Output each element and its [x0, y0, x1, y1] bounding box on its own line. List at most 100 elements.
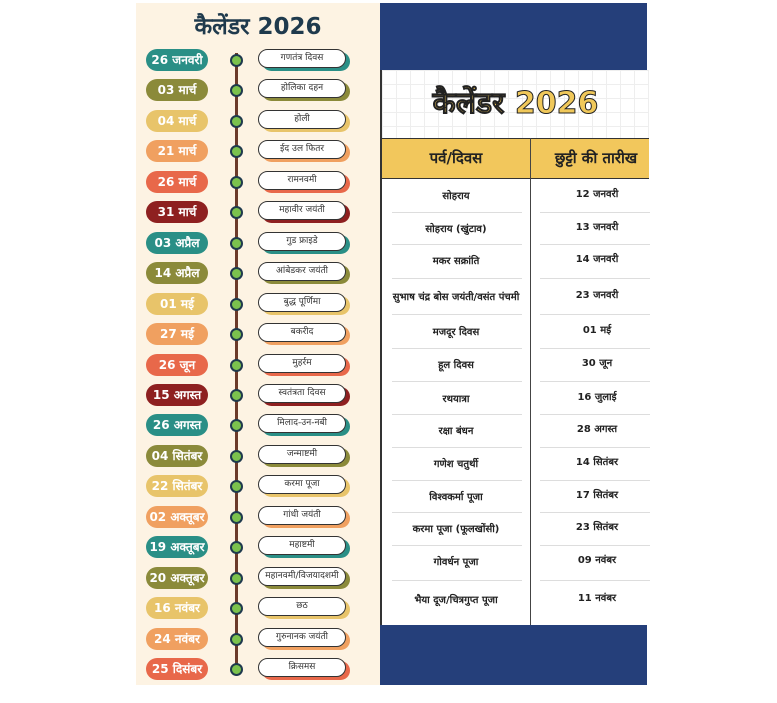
table-row: सोहराय (खुंटाव) 13 जनवरी [382, 214, 650, 245]
timeline-item: 16 नवंबर छठ [136, 597, 380, 621]
date-cell: 28 अगस्त [576, 424, 618, 435]
timeline-dot-icon [230, 632, 243, 646]
festival-name: हूल दिवस [438, 360, 474, 371]
holiday-table-panel: कैलेंडर 2026 पर्व/दिवस छुट्टी की तारीख स… [380, 3, 650, 685]
date-pill: 04 सितंबर [146, 444, 208, 467]
date-pill: 26 अगस्त [146, 414, 208, 437]
date-pill: 15 अगस्त [146, 383, 208, 406]
row-divider [540, 278, 650, 279]
timeline-item: 21 मार्च ईद उल फितर [136, 140, 380, 164]
calendar-title: कैलेंडर 2026 [194, 14, 322, 40]
event-label: जन्माष्टमी [258, 444, 346, 464]
row-divider [540, 446, 650, 448]
holiday-timeline-panel: कैलेंडर 2026 26 जनवरी गणतंत्र दिवस 03 मार… [136, 3, 380, 685]
event-label: बुद्ध पूर्णिमा [258, 292, 346, 312]
date-pill: 26 जून [146, 353, 208, 376]
date-pill: 01 मई [146, 292, 208, 315]
festival-name: मजदूर दिवस [432, 327, 480, 338]
date-pill: 25 दिसंबर [146, 658, 208, 680]
event-label: गणतंत्र दिवस [258, 49, 346, 68]
event-label: होली [258, 109, 346, 129]
timeline-dot-icon [230, 114, 243, 128]
timeline-dot-icon [230, 328, 243, 342]
event-label: महाष्टमी [258, 536, 346, 556]
festival-name: भैया दूज/चित्रगुप्त पूजा [414, 595, 498, 606]
event-label: मुहर्रम [258, 353, 346, 373]
row-divider [540, 211, 650, 213]
timeline-item: 03 अप्रैल गुड फ्राइडे [136, 231, 380, 256]
festival-name: गोवर्धन पूजा [433, 557, 479, 568]
date-cell: 13 जनवरी [575, 222, 619, 233]
date-cell: 14 सितंबर [575, 457, 619, 468]
date-pill: 04 मार्च [146, 109, 208, 132]
festival-name: गणेश चतुर्थी [433, 459, 479, 470]
date-cell: 14 जनवरी [575, 254, 619, 265]
timeline-item: 22 सितंबर करमा पूजा [136, 475, 380, 499]
row-divider [392, 347, 522, 349]
row-divider [392, 211, 522, 213]
row-divider [540, 347, 650, 349]
event-label: बकरीद [258, 323, 346, 343]
event-label: क्रिसमस [258, 658, 346, 677]
table-row: गणेश चतुर्थी 14 सितंबर [382, 449, 650, 481]
event-label: महानवमी/विजयादशमी [258, 566, 346, 586]
festival-cell: गणेश चतुर्थी [388, 449, 524, 477]
timeline-item: 26 जून मुहर्रम [136, 353, 380, 378]
table-row: रक्षा बंधन 28 अगस्त [382, 416, 650, 448]
festival-cell: हूल दिवस [388, 350, 524, 378]
festival-name: रक्षा बंधन [438, 426, 474, 437]
row-divider [540, 244, 650, 245]
event-label: करमा पूजा [258, 475, 346, 495]
event-label: मिलाद-उन-नबी [258, 414, 346, 434]
festival-cell: विश्वकर्मा पूजा [388, 482, 524, 510]
row-divider [392, 244, 522, 245]
date-cell: 17 सितंबर [575, 490, 619, 501]
timeline-item: 20 अक्तूबर महानवमी/विजयादशमी [136, 566, 380, 591]
date-pill: 27 मई [146, 323, 208, 346]
timeline-item: 26 जनवरी गणतंत्र दिवस [136, 49, 380, 73]
festival-name: रथयात्रा [442, 394, 470, 405]
row-divider [540, 512, 650, 513]
column-divider [530, 138, 531, 625]
table-row: मकर सक्रांति 14 जनवरी [382, 246, 650, 279]
timeline-item: 04 सितंबर जन्माष्टमी [136, 444, 380, 469]
date-pill: 31 मार्च [146, 201, 208, 224]
holiday-table-card: कैलेंडर 2026 पर्व/दिवस छुट्टी की तारीख स… [380, 70, 650, 625]
timeline-dot-icon [230, 602, 243, 616]
row-divider [540, 580, 650, 581]
row-divider [392, 414, 522, 415]
date-pill: 26 जनवरी [146, 49, 208, 71]
event-label: स्वतंत्रता दिवस [258, 383, 346, 403]
row-divider [540, 414, 650, 415]
date-pill: 14 अप्रैल [146, 262, 208, 285]
event-label: छठ [258, 597, 346, 617]
festival-cell: करमा पूजा (फूलखोंसी) [388, 514, 524, 542]
festival-cell: सोहराय [388, 181, 524, 209]
timeline-item: 24 नवंबर गुरुनानक जयंती [136, 627, 380, 652]
timeline-item: 03 मार्च होलिका दहन [136, 79, 380, 103]
table-row: सुभाष चंद्र बोस जयंती/वसंत पंचमी 23 जनवर… [382, 282, 650, 315]
date-pill: 19 अक्तूबर [146, 536, 208, 559]
table-row: विश्वकर्मा पूजा 17 सितंबर [382, 482, 650, 513]
festival-name: मकर सक्रांति [432, 256, 480, 267]
date-pill: 24 नवंबर [146, 627, 208, 650]
timeline-dot-icon [230, 206, 243, 220]
event-label: रामनवमी [258, 170, 346, 190]
timeline-item: 15 अगस्त स्वतंत्रता दिवस [136, 383, 380, 408]
timeline-item: 02 अक्तूबर गांधी जयंती [136, 505, 380, 530]
date-cell: 23 सितंबर [575, 522, 619, 533]
event-label: होलिका दहन [258, 79, 346, 99]
timeline-item: 04 मार्च होली [136, 109, 380, 134]
timeline-dot-icon [230, 145, 243, 159]
festival-name: करमा पूजा (फूलखोंसी) [412, 524, 500, 535]
festival-cell: मजदूर दिवस [388, 317, 524, 345]
timeline-item: 14 अप्रैल आंबेडकर जयंती [136, 262, 380, 286]
timeline-dot-icon [230, 267, 243, 281]
timeline-dot-icon [230, 510, 243, 524]
festival-name: सुभाष चंद्र बोस जयंती/वसंत पंचमी [392, 292, 520, 303]
date-pill: 22 सितंबर [146, 475, 208, 498]
date-cell: 11 नवंबर [577, 593, 617, 604]
timeline-dot-icon [230, 480, 243, 494]
header-festival: पर्व/दिवस [429, 149, 483, 167]
timeline-dot-icon [230, 571, 243, 585]
